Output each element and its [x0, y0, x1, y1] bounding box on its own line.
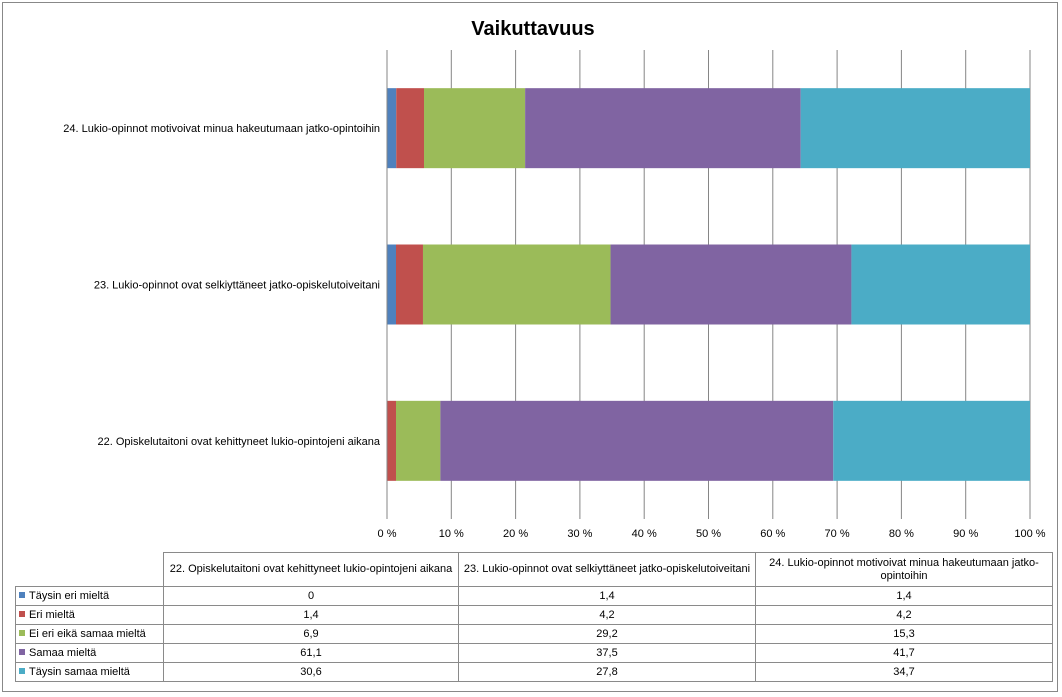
bar-segment [422, 244, 611, 325]
bar-segment [440, 400, 834, 481]
data-label: 15,3 [755, 624, 1053, 644]
legend-swatch [19, 591, 25, 598]
legend-label: Täysin samaa mieltä [29, 665, 130, 678]
table-header-cell: 24. Lukio-opinnot motivoivat minua hakeu… [755, 552, 1053, 587]
x-tick-label: 0 % [378, 528, 397, 540]
data-label: 61,1 [163, 643, 459, 663]
bar-segment [424, 88, 526, 169]
x-tick-label: 10 % [439, 528, 464, 540]
bar-segment [610, 244, 852, 325]
table-row: Samaa mieltä 61,1 37,5 41,7 [15, 643, 1053, 663]
category-label: 24. Lukio-opinnot motivoivat minua hakeu… [63, 123, 380, 135]
table-row: Ei eri eikä samaa mieltä 6,9 29,2 15,3 [15, 624, 1053, 644]
legend-swatch [19, 629, 25, 636]
bar-segment [525, 88, 801, 169]
category-label: 22. Opiskelutaitoni ovat kehittyneet luk… [97, 436, 380, 448]
data-label: 4,2 [755, 605, 1053, 625]
data-label: 30,6 [163, 662, 459, 682]
x-tick-label: 20 % [503, 528, 528, 540]
x-tick-label: 50 % [696, 528, 721, 540]
data-label: 27,8 [458, 662, 756, 682]
table-row: Täysin samaa mieltä 30,6 27,8 34,7 [15, 662, 1053, 682]
legend-entry: Täysin eri mieltä [15, 586, 164, 606]
table-corner [15, 552, 164, 587]
bar-segment [387, 244, 396, 325]
table-row: Täysin eri mieltä 0 1,4 1,4 [15, 586, 1053, 606]
legend-label: Samaa mieltä [29, 646, 97, 659]
table-header-row: 22. Opiskelutaitoni ovat kehittyneet luk… [15, 552, 1053, 587]
legend-entry: Eri mieltä [15, 605, 164, 625]
legend-label: Täysin eri mieltä [29, 589, 110, 602]
table-header-cell: 22. Opiskelutaitoni ovat kehittyneet luk… [163, 552, 459, 587]
legend-swatch [19, 667, 25, 674]
legend-swatch [19, 610, 25, 617]
x-tick-label: 80 % [889, 528, 914, 540]
legend-swatch [19, 648, 25, 655]
legend-label: Eri mieltä [29, 608, 75, 621]
bar-segment [387, 88, 397, 169]
x-tick-label: 60 % [760, 528, 785, 540]
x-tick-label: 30 % [567, 528, 592, 540]
category-label: 23. Lukio-opinnot ovat selkiyttäneet jat… [94, 280, 380, 292]
legend-entry: Täysin samaa mieltä [15, 662, 164, 682]
data-label: 41,7 [755, 643, 1053, 663]
legend-entry: Ei eri eikä samaa mieltä [15, 624, 164, 644]
x-tick-label: 70 % [825, 528, 850, 540]
data-label: 34,7 [755, 662, 1053, 682]
chart-title: Vaikuttavuus [471, 18, 594, 40]
data-label: 37,5 [458, 643, 756, 663]
data-label: 6,9 [163, 624, 459, 644]
bar-segment [395, 244, 423, 325]
bar-segment [396, 88, 425, 169]
bar-segment [387, 400, 397, 481]
data-table: 22. Opiskelutaitoni ovat kehittyneet luk… [15, 552, 1053, 682]
table-header-cell: 23. Lukio-opinnot ovat selkiyttäneet jat… [458, 552, 756, 587]
bar-segment [833, 400, 1030, 481]
chart-plot: Vaikuttavuus 0 % 10 % 20 % 30 % 40 % 50 % 60 % 7… [63, 18, 1046, 540]
bar-segment [851, 244, 1030, 325]
data-label: 1,4 [163, 605, 459, 625]
x-tick-label: 90 % [953, 528, 978, 540]
table-row: Eri mieltä 1,4 4,2 4,2 [15, 605, 1053, 625]
x-tick-label: 40 % [632, 528, 657, 540]
legend-entry: Samaa mieltä [15, 643, 164, 663]
data-label: 4,2 [458, 605, 756, 625]
data-label: 1,4 [755, 586, 1053, 606]
bar-segment [800, 88, 1030, 169]
data-label: 29,2 [458, 624, 756, 644]
legend-label: Ei eri eikä samaa mieltä [29, 627, 146, 640]
x-tick-label: 100 % [1014, 528, 1045, 540]
data-label: 0 [163, 586, 459, 606]
data-label: 1,4 [458, 586, 756, 606]
bar-segment [396, 400, 441, 481]
